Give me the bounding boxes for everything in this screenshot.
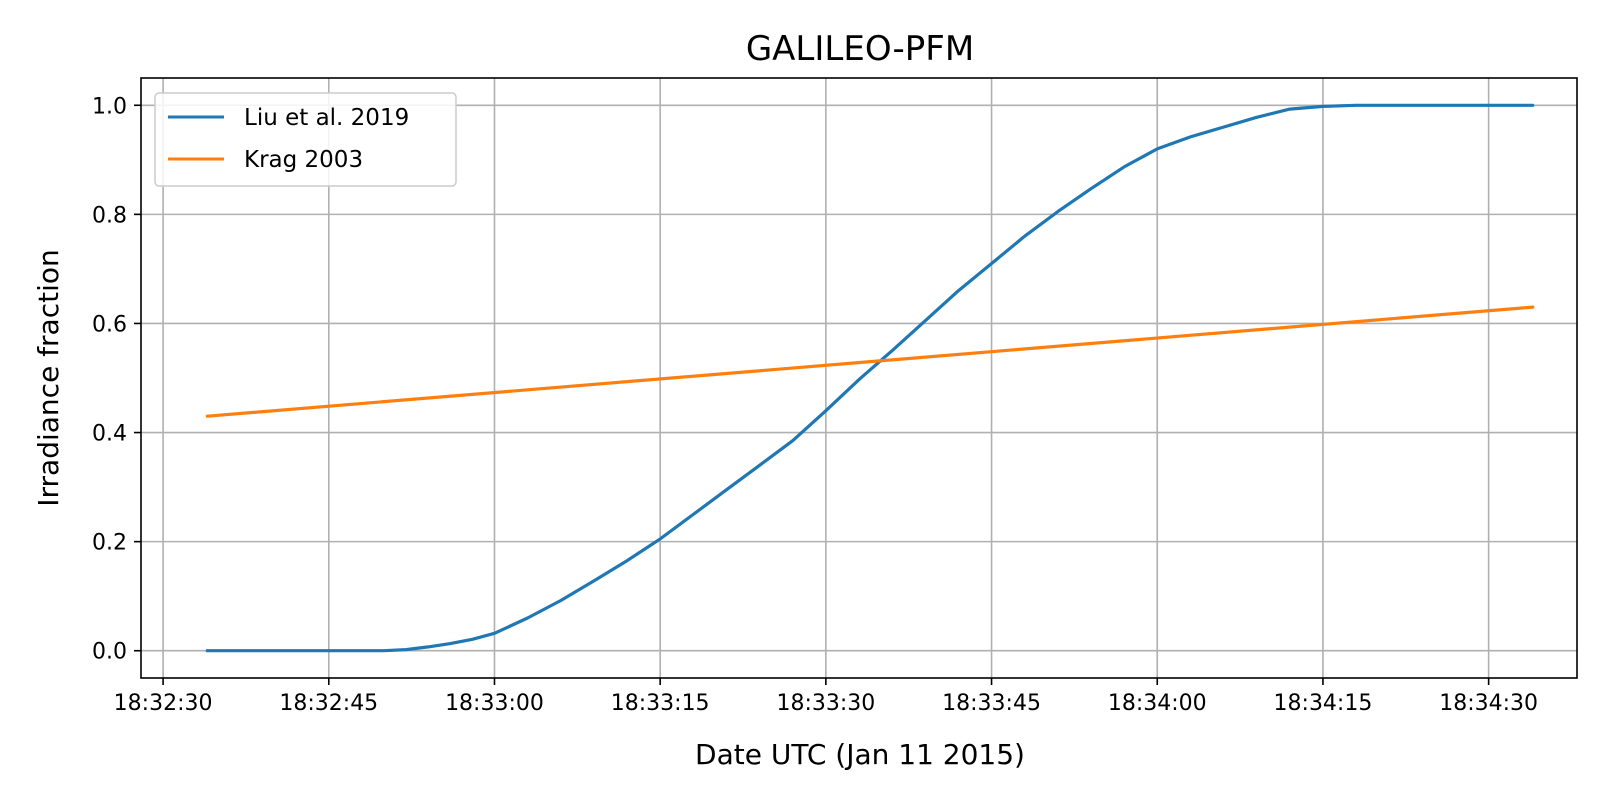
y-tick-label-1: 0.2 — [92, 531, 127, 556]
y-tick-label-5: 1.0 — [92, 94, 127, 119]
x-tick-label-8: 18:34:30 — [1439, 691, 1538, 716]
x-tick-label-6: 18:34:00 — [1108, 691, 1207, 716]
y-tick-label-0: 0.0 — [92, 640, 127, 665]
y-tick-label-2: 0.4 — [92, 422, 127, 447]
y-axis: 0.0 0.2 0.4 0.6 0.8 1.0 — [92, 94, 141, 665]
x-tick-label-4: 18:33:30 — [776, 691, 875, 716]
x-tick-label-5: 18:33:45 — [942, 691, 1041, 716]
series-line-0 — [205, 103, 1535, 653]
series-line-1 — [205, 305, 1535, 418]
plot-frame — [140, 77, 1578, 679]
x-tick-label-3: 18:33:15 — [611, 691, 710, 716]
x-tick-label-0: 18:32:30 — [114, 691, 213, 716]
legend-label-krag: Krag 2003 — [244, 147, 363, 173]
series-group — [205, 103, 1535, 653]
legend-label-liu: Liu et al. 2019 — [244, 105, 409, 131]
grid — [141, 78, 1577, 678]
y-tick-label-3: 0.6 — [92, 312, 127, 337]
x-tick-label-1: 18:32:45 — [279, 691, 378, 716]
legend-box — [154, 92, 457, 187]
chart-title: GALILEO-PFM — [746, 29, 974, 69]
x-axis: 18:32:30 18:32:45 18:33:00 18:33:15 18:33:30… — [114, 678, 1538, 716]
x-tick-label-7: 18:34:15 — [1274, 691, 1373, 716]
x-axis-label: Date UTC (Jan 11 2015) — [695, 738, 1025, 771]
legend: Liu et al. 2019 Krag 2003 — [154, 92, 457, 187]
x-tick-label-2: 18:33:00 — [445, 691, 544, 716]
y-axis-label: Irradiance fraction — [32, 249, 65, 506]
y-tick-label-4: 0.8 — [92, 203, 127, 228]
